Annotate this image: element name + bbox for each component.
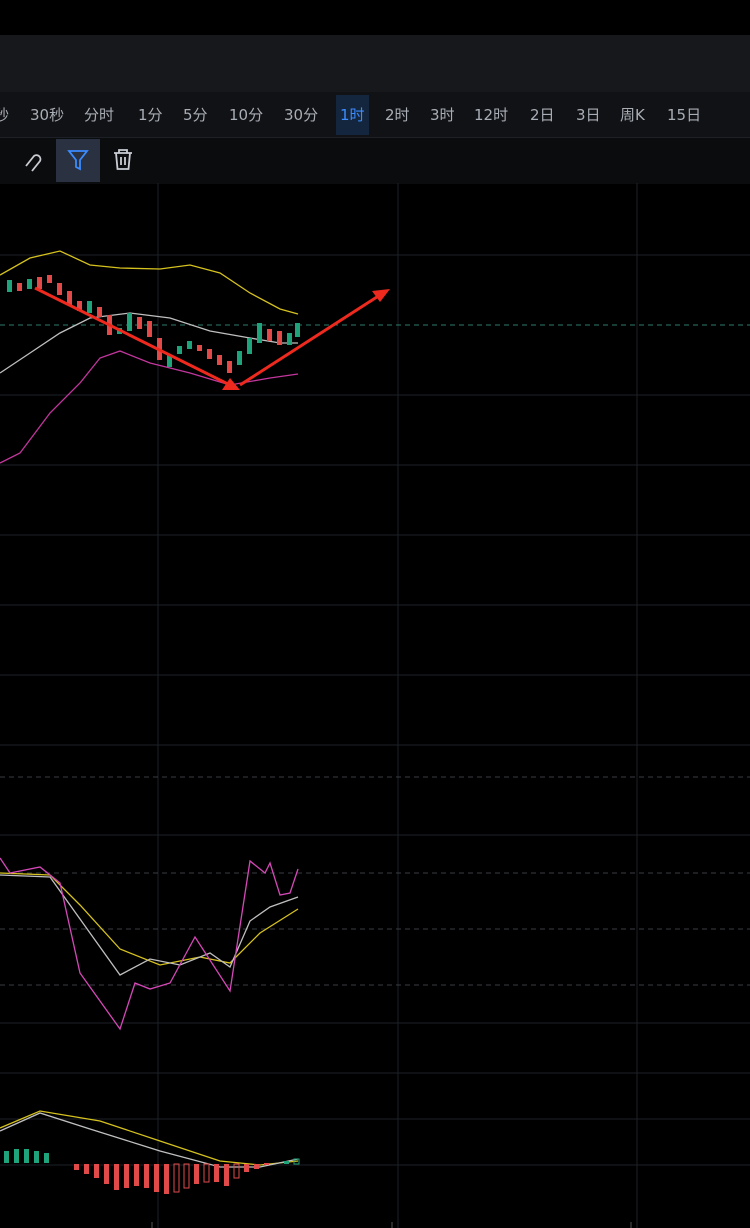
- interval-tab[interactable]: 30分: [284, 106, 319, 124]
- interval-tab[interactable]: 15日: [667, 106, 702, 124]
- kdj: [0, 857, 299, 1031]
- interval-tabs: 秒 30秒 分时 1分 5分 10分 30分 1时 2时 3时 12时 2日 3日 周K 15日: [0, 92, 750, 137]
- delete-icon[interactable]: [114, 149, 132, 170]
- grid: [0, 183, 750, 1228]
- interval-tab[interactable]: 分时: [84, 106, 115, 124]
- macd-histogram: [4, 1149, 300, 1194]
- bollinger: [0, 250, 299, 464]
- interval-tab[interactable]: 周K: [620, 106, 645, 124]
- chart-area: [0, 183, 750, 1228]
- interval-tab[interactable]: 3时: [430, 106, 455, 124]
- interval-tab[interactable]: 12时: [474, 106, 509, 124]
- trend-arrows: [34, 286, 390, 390]
- tool-icons: [25, 139, 132, 182]
- interval-tab[interactable]: 10分: [229, 106, 264, 124]
- interval-tab[interactable]: 1时: [336, 95, 369, 135]
- interval-tab[interactable]: 1分: [138, 106, 163, 124]
- indicator-levels: [0, 776, 750, 986]
- x-axis-ticks: [151, 1222, 632, 1228]
- magnet-icon[interactable]: [25, 154, 42, 172]
- drawing-tools: [0, 137, 750, 184]
- interval-tab[interactable]: 3日: [576, 106, 601, 124]
- interval-tab[interactable]: 30秒: [30, 106, 65, 124]
- interval-tab[interactable]: 5分: [183, 106, 208, 124]
- filter-icon: [67, 150, 89, 171]
- interval-tab[interactable]: 秒: [0, 106, 10, 124]
- interval-tab[interactable]: 2日: [530, 106, 555, 124]
- candles: [7, 275, 300, 373]
- header-bar: [0, 35, 750, 92]
- macd-lines: [0, 1110, 299, 1168]
- interval-tab[interactable]: 2时: [385, 106, 410, 124]
- filter-button[interactable]: [56, 139, 100, 182]
